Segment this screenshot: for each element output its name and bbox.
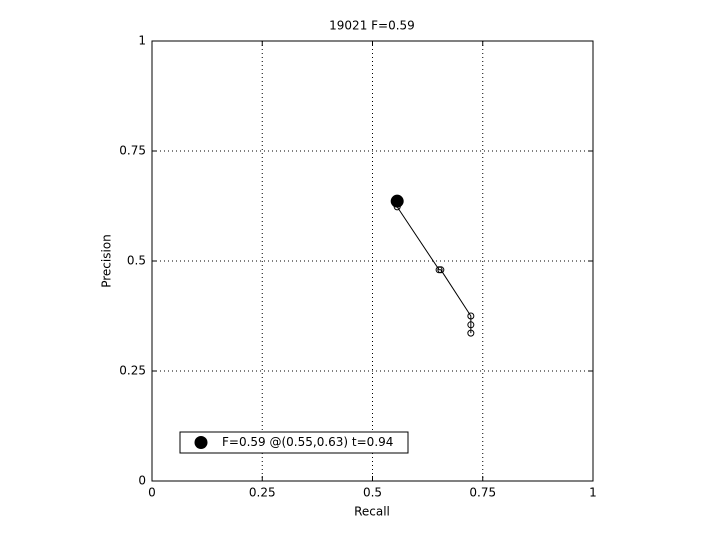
pr-point: [467, 321, 475, 329]
x-tick-label: 0.75: [469, 486, 496, 500]
max-f-point: [390, 194, 404, 208]
y-tick-label: 1: [138, 34, 146, 48]
pr-curve: [396, 206, 472, 334]
legend-marker: [194, 436, 208, 449]
y-tick-label: 0.75: [119, 144, 146, 158]
x-tick-label: 0.5: [363, 486, 382, 500]
pr-point: [437, 266, 445, 274]
pr-point: [467, 329, 475, 337]
legend-box: [179, 431, 409, 454]
x-axis-label: Recall: [354, 505, 390, 519]
y-tick-label: 0.5: [127, 254, 146, 268]
pr-point: [467, 312, 475, 320]
chart-title: 19021 F=0.59: [329, 19, 415, 33]
y-axis-label: Precision: [100, 234, 114, 288]
x-tick-label: 0.25: [249, 486, 276, 500]
y-tick-label: 0.25: [119, 364, 146, 378]
y-tick-label: 0: [138, 474, 146, 488]
legend-label: F=0.59 @(0.55,0.63) t=0.94: [222, 435, 393, 449]
x-tick-label: 1: [589, 486, 597, 500]
x-tick-label: 0: [148, 486, 156, 500]
